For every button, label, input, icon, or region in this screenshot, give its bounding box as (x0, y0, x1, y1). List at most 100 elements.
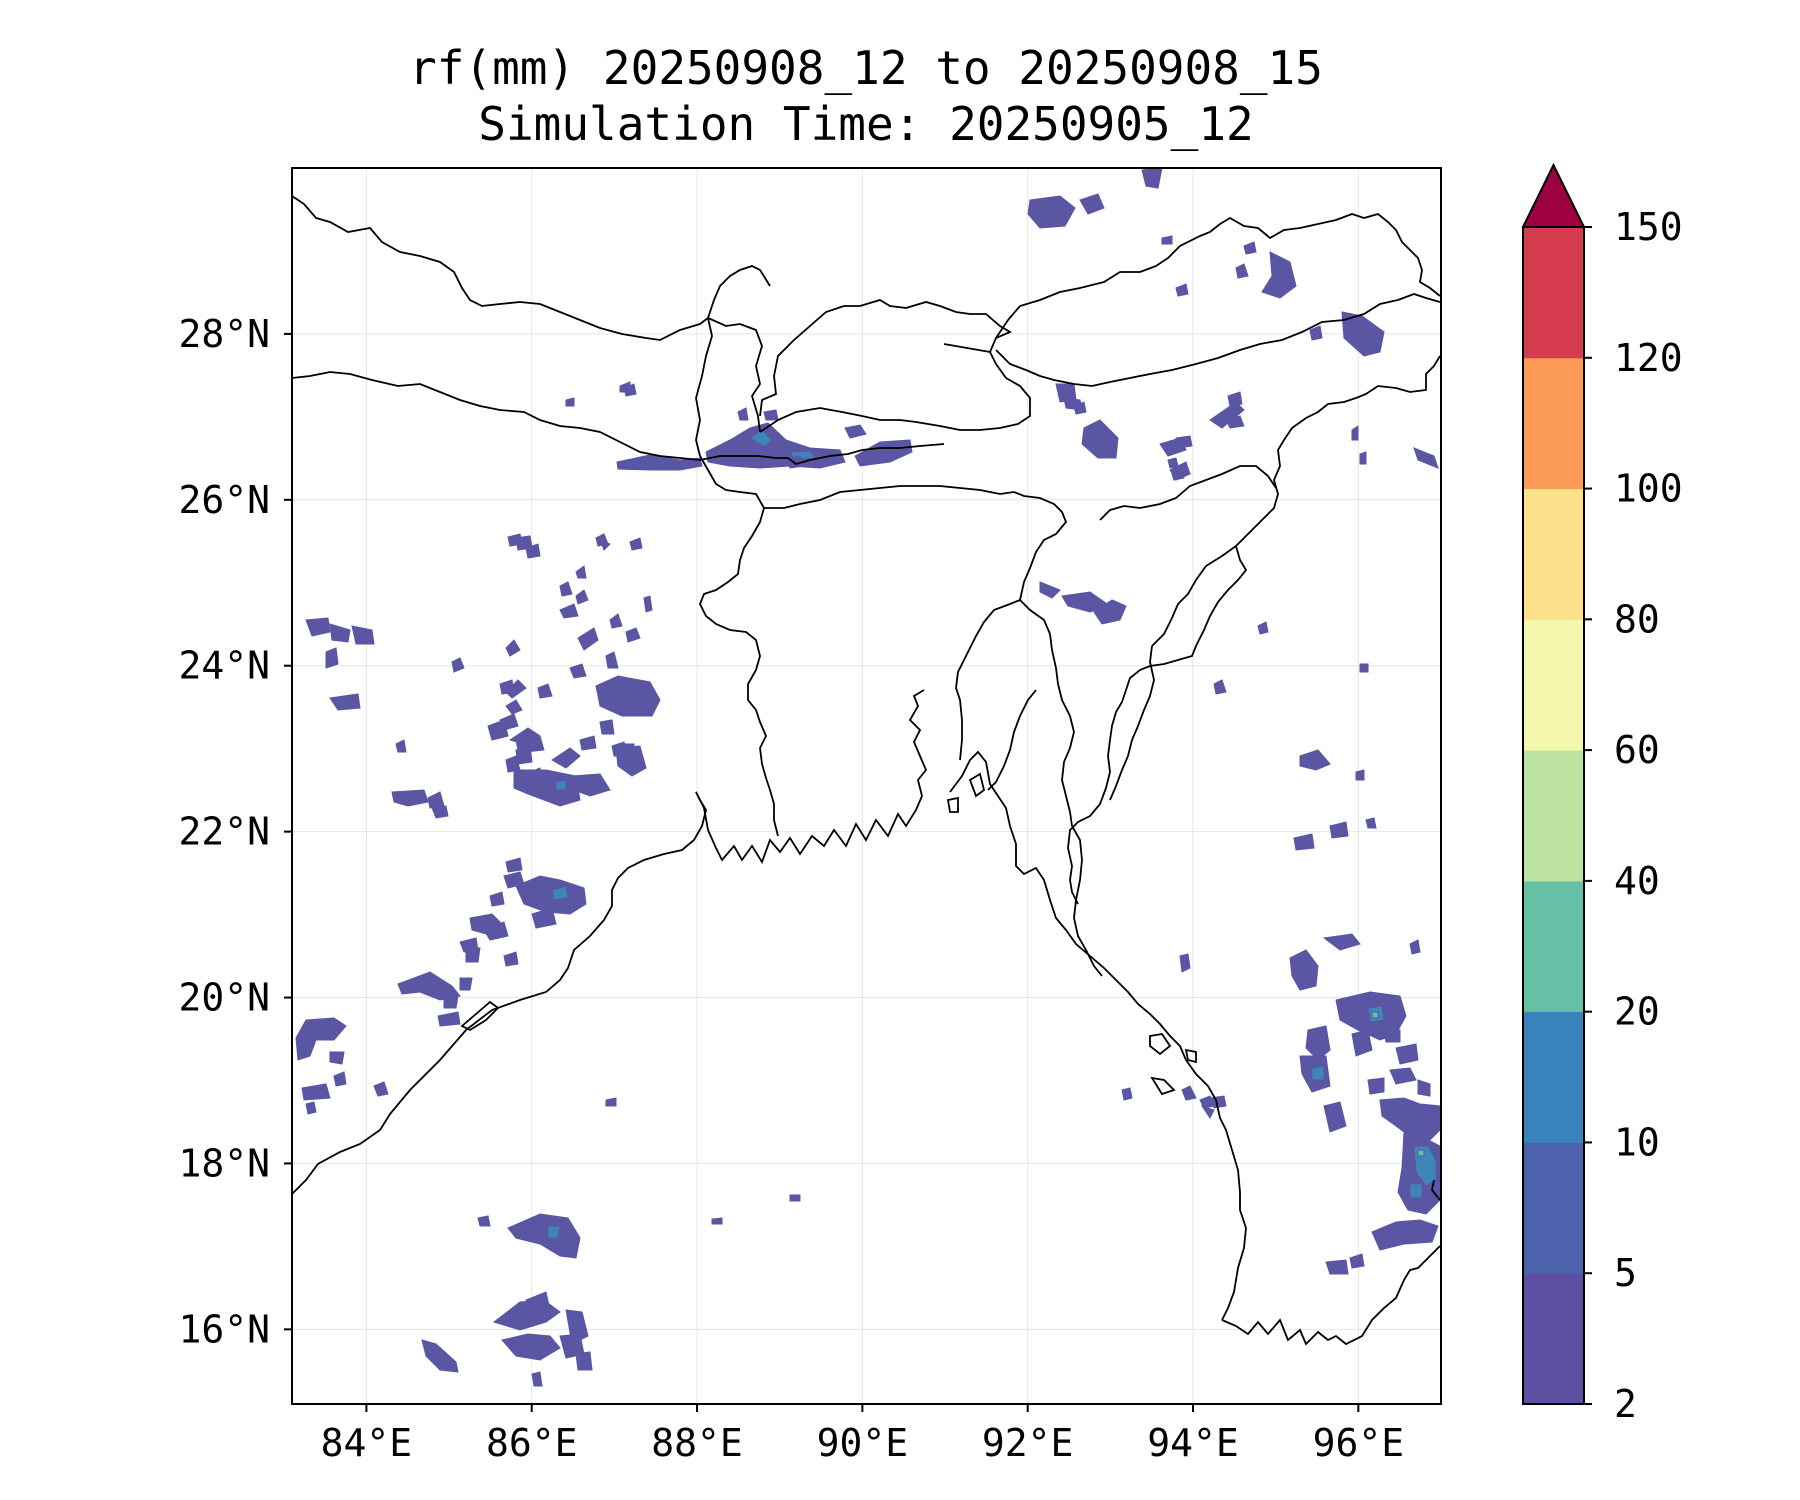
rain-patch (505, 755, 521, 773)
colorbar: 2 5 10 20 40 60 80 100 120 150 (1521, 162, 1683, 1426)
rain-patch (489, 891, 505, 907)
rain-patch (1200, 1105, 1215, 1119)
rain-patch (1409, 939, 1421, 955)
rain-patch (551, 885, 569, 901)
rain-patch (1417, 1149, 1425, 1157)
sikkim-east-border (707, 317, 763, 433)
rain-patch (1311, 1065, 1325, 1081)
rain-patch (373, 1081, 389, 1097)
tripura-border (987, 689, 1037, 791)
rain-patch (1413, 447, 1439, 469)
rain-patch (1039, 581, 1061, 599)
rain-patch (1171, 469, 1185, 481)
rain-patch (437, 1011, 461, 1027)
odisha-lake (460, 1000, 500, 1032)
rain-patch (1355, 769, 1365, 781)
rain-patch (629, 537, 643, 551)
rain-patch (1175, 435, 1193, 449)
rain-patch (531, 1371, 543, 1387)
colorbar-extend-arrow (1521, 162, 1586, 228)
colorbar-band (1523, 227, 1584, 359)
rain-patch (605, 651, 619, 669)
rain-patch (507, 1213, 581, 1259)
rain-patch (1181, 1085, 1197, 1101)
rain-patch (1305, 1025, 1331, 1061)
rain-patch (351, 625, 375, 645)
rain-patch (1389, 1067, 1417, 1085)
sikkim-north (707, 265, 771, 319)
rain-patch (551, 747, 581, 769)
nepal-north-border (292, 195, 709, 341)
rain-patch (301, 1083, 331, 1101)
rain-patch (443, 995, 459, 1009)
colorbar-tick-label: 120 (1614, 336, 1683, 380)
rain-patch (569, 663, 587, 679)
rain-patch (1417, 1079, 1431, 1097)
rain-patch (575, 589, 589, 605)
rain-patch (1395, 1043, 1419, 1065)
rain-patch (1225, 415, 1245, 429)
lon-tick-label: 94°E (1147, 1421, 1239, 1465)
myanmar-east-coast (1431, 1179, 1441, 1201)
lat-tick-label: 22°N (178, 810, 270, 854)
manipur-border (1109, 645, 1155, 801)
rain-patch (1365, 817, 1377, 829)
rain-patch (295, 1017, 347, 1061)
bangladesh-east-border (1019, 599, 1075, 827)
lat-tick-label: 18°N (178, 1141, 270, 1185)
rain-patch (547, 1225, 561, 1239)
island-3 (1184, 1048, 1197, 1064)
lon-tick-label: 96°E (1313, 1421, 1405, 1465)
rain-patch (305, 617, 331, 637)
rain-patch (1409, 1183, 1423, 1199)
colorbar-tick-label: 2 (1614, 1382, 1637, 1426)
axis-ticks: 84°E 86°E 88°E 90°E 92°E 94°E 96°E 16°N 18°N 20°N… (178, 312, 1404, 1465)
rain-patch (525, 543, 541, 559)
rain-patch (395, 739, 407, 753)
rain-patch (1293, 833, 1315, 851)
rain-patch (1341, 311, 1385, 357)
map-frame (291, 167, 1442, 1405)
rain-patch (1167, 457, 1179, 469)
map-panel: 84°E 86°E 88°E 90°E 92°E 94°E 96°E 16°N 18°N 20°N… (178, 167, 1442, 1465)
colorbar-band (1523, 619, 1584, 751)
rainfall-field (295, 168, 1441, 1387)
lat-tick-label: 16°N (178, 1307, 270, 1351)
rain-patch (451, 657, 465, 673)
rain-patch (505, 699, 523, 715)
rain-patch (333, 1071, 347, 1087)
rain-patch (1379, 1097, 1441, 1141)
lat-tick-label: 26°N (178, 478, 270, 522)
rain-patch (749, 429, 773, 448)
lon-tick-label: 90°E (817, 1421, 909, 1465)
colorbar-tick-label: 150 (1614, 205, 1683, 249)
colorbar-band (1523, 750, 1584, 882)
rain-patch (305, 1101, 317, 1115)
rain-patch (465, 947, 481, 963)
rain-patch (1227, 391, 1243, 407)
rain-patch (503, 871, 525, 889)
rain-patch (1027, 195, 1076, 229)
rain-patch (1329, 821, 1349, 839)
rain-patch (477, 1215, 491, 1227)
lon-tick-label: 86°E (486, 1421, 578, 1465)
rain-patch (571, 773, 611, 797)
china-india-border (943, 213, 1441, 353)
colorbar-band (1523, 1142, 1584, 1274)
rain-patch (711, 1217, 723, 1225)
bangladesh-north-border (764, 485, 1068, 601)
rain-patch (421, 1339, 459, 1373)
rain-patch (621, 743, 635, 761)
rain-patch (599, 539, 611, 551)
rain-patch (325, 647, 339, 669)
rain-patch (575, 1351, 593, 1371)
rain-patch (763, 409, 779, 421)
lat-tick-label: 28°N (178, 312, 270, 356)
colorbar-band (1523, 357, 1584, 490)
rain-patch (1209, 401, 1245, 429)
lon-tick-label: 88°E (651, 1421, 743, 1465)
nepal-south-border (292, 371, 945, 465)
rain-patch (1079, 193, 1105, 215)
rain-patch (577, 627, 599, 651)
rain-patch (513, 769, 581, 807)
